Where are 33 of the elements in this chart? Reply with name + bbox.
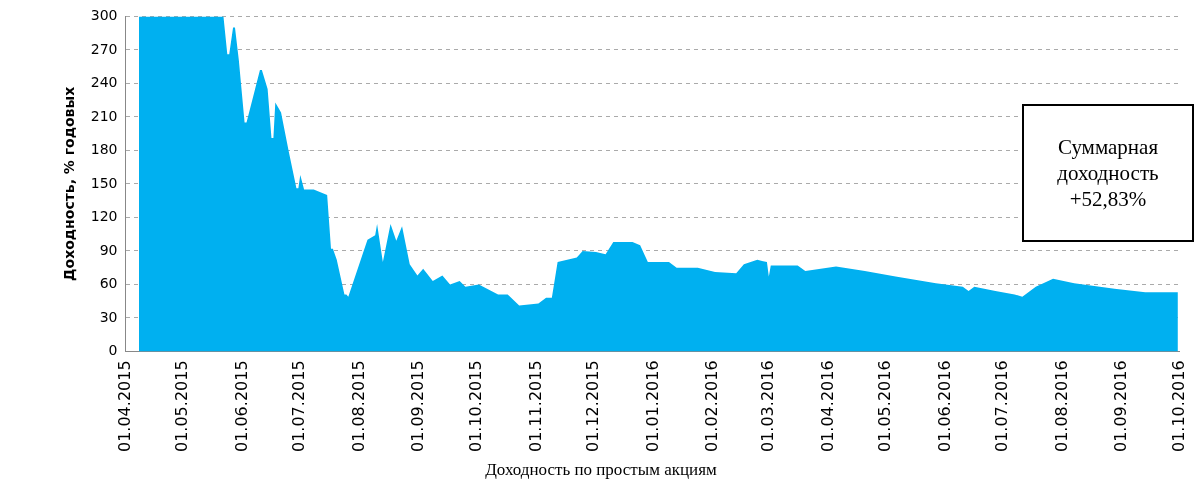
text-box: Суммарная доходность +52,83% bbox=[1022, 104, 1194, 242]
y-tick-label: 240 bbox=[90, 74, 118, 91]
x-tick-label: 01.08.2015 bbox=[348, 360, 368, 452]
y-tick-label: 120 bbox=[90, 208, 118, 225]
x-tick-label: 01.09.2015 bbox=[408, 360, 428, 452]
x-tick-label: 01.01.2016 bbox=[642, 360, 662, 452]
x-tick-label: 01.03.2016 bbox=[758, 360, 777, 452]
x-tick-label: 01.11.2015 bbox=[525, 360, 545, 452]
x-tick-label: 01.06.2015 bbox=[231, 360, 251, 452]
x-tick-label: 01.09.2016 bbox=[1111, 360, 1131, 452]
y-tick-label: 150 bbox=[90, 174, 118, 191]
x-tick-label: 01.05.2015 bbox=[172, 360, 192, 452]
y-tick-label: 60 bbox=[99, 275, 118, 292]
y-axis-title: Доходность, % годовых bbox=[61, 86, 78, 281]
y-tick-label: 30 bbox=[99, 308, 118, 325]
x-tick-label: 01.12.2015 bbox=[583, 360, 603, 452]
x-tick-label: 01.04.2015 bbox=[114, 360, 134, 452]
x-tick-label: 01.04.2016 bbox=[817, 360, 837, 452]
y-tick-label: 210 bbox=[90, 107, 118, 124]
y-tick-label: 0 bbox=[108, 342, 118, 359]
text: Доходность по простым акциям bbox=[484, 460, 718, 480]
y-tick-label: 300 bbox=[90, 7, 118, 24]
x-tick-label: 01.02.2016 bbox=[702, 360, 722, 452]
y-tick-label: 90 bbox=[99, 241, 118, 258]
x-tick-label: 01.07.2016 bbox=[992, 360, 1012, 452]
y-tick-label: 270 bbox=[90, 40, 118, 57]
x-tick-label: 01.07.2015 bbox=[289, 360, 309, 452]
x-tick-label: 01.05.2016 bbox=[875, 360, 895, 452]
x-tick-label: 01.10.2016 bbox=[1168, 360, 1188, 452]
x-tick-label: 01.08.2016 bbox=[1051, 360, 1071, 452]
y-tick-label: 180 bbox=[90, 141, 118, 158]
x-tick-label: 01.10.2015 bbox=[466, 360, 486, 452]
x-tick-label: 01.06.2016 bbox=[934, 360, 954, 452]
